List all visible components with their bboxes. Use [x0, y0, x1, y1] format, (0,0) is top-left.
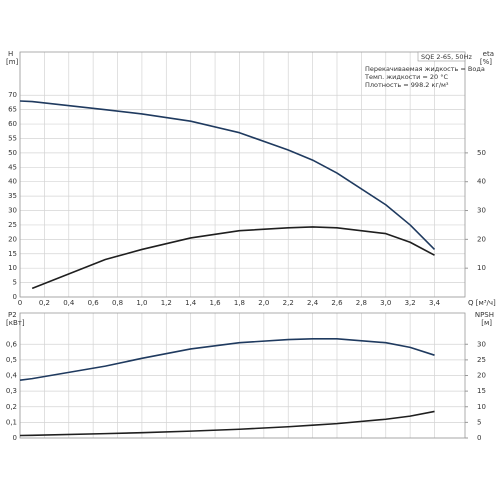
x-tick-label: 1,4	[185, 299, 197, 307]
y-tick-label: 70	[8, 91, 17, 99]
y-tick-label: 0,6	[6, 340, 18, 348]
annotation-box	[417, 51, 466, 62]
curve	[31, 226, 435, 290]
y2-tick-label: 0	[477, 434, 481, 442]
y-tick-label: 65	[8, 106, 17, 114]
y-tick-label: 30	[8, 207, 17, 215]
y-tick-label: 60	[8, 120, 17, 128]
y2-tick-label: 40	[477, 178, 486, 186]
y-axis-label: P2	[8, 311, 17, 319]
x-tick-label: 3,0	[380, 299, 391, 307]
x-tick-label: 2,8	[356, 299, 367, 307]
x-tick-label: 0,6	[88, 299, 100, 307]
y-tick-label: 50	[8, 149, 17, 157]
x-tick-label: 1,8	[234, 299, 245, 307]
y2-axis-unit: [%]	[480, 58, 492, 66]
y2-tick-label: 25	[477, 356, 486, 364]
y-tick-label: 5	[13, 279, 17, 287]
x-axis-label: Q [м³/ч]	[468, 299, 496, 307]
y2-axis-label: eta	[483, 50, 494, 58]
x-tick-label: 0,4	[63, 299, 75, 307]
y-tick-label: 25	[8, 221, 17, 229]
x-tick-label: 2,0	[258, 299, 269, 307]
x-tick-label: 1,2	[161, 299, 172, 307]
y2-tick-label: 30	[477, 340, 486, 348]
y2-tick-label: 50	[477, 149, 486, 157]
annotation: SQE 2-65, 50Hz	[421, 53, 472, 61]
y2-tick-label: 20	[477, 235, 486, 243]
y-tick-label: 0,2	[6, 403, 17, 411]
y-tick-label: 0	[13, 293, 17, 301]
y-tick-label: 40	[8, 178, 17, 186]
plot-frame	[19, 312, 466, 439]
y2-tick-label: 10	[477, 264, 486, 272]
y-tick-label: 45	[8, 163, 17, 171]
x-tick-label: 3,2	[405, 299, 416, 307]
x-tick-label: 2,2	[283, 299, 294, 307]
y-axis-unit: [кВт]	[6, 319, 25, 327]
x-tick-label: 0,2	[39, 299, 50, 307]
y2-tick-label: 10	[477, 403, 486, 411]
x-tick-label: 3,4	[429, 299, 441, 307]
x-tick-label: 2,4	[307, 299, 319, 307]
y2-tick-label: 30	[477, 207, 486, 215]
x-tick-label: 1,6	[209, 299, 221, 307]
y-tick-label: 35	[8, 192, 17, 200]
y-tick-label: 0	[13, 434, 17, 442]
y-tick-label: 0,3	[6, 387, 17, 395]
y2-tick-label: 5	[477, 418, 481, 426]
x-tick-label: 0,8	[112, 299, 123, 307]
y-tick-label: 0,4	[6, 372, 18, 380]
annotation: Темп. жидкости = 20 °C	[364, 73, 448, 81]
y-tick-label: 15	[8, 250, 17, 258]
annotation: Плотность = 998.2 кг/м³	[365, 81, 449, 89]
x-tick-label: 2,6	[331, 299, 343, 307]
curve	[19, 100, 436, 251]
y2-axis-unit: [м]	[481, 319, 492, 327]
y-tick-label: 20	[8, 235, 17, 243]
y-axis-unit: [m]	[6, 58, 19, 66]
curve	[19, 410, 435, 437]
x-tick-label: 0	[18, 299, 22, 307]
curve	[19, 337, 435, 381]
y2-tick-label: 15	[477, 387, 486, 395]
y-tick-label: 55	[8, 134, 17, 142]
y-tick-label: 0,1	[6, 418, 17, 426]
plot-frame	[19, 51, 466, 298]
y2-axis-label: NPSH	[475, 311, 494, 319]
x-tick-label: 1,0	[136, 299, 147, 307]
y-axis-label: H	[8, 50, 13, 58]
annotation: Перекачиваемая жидкость = Вода	[365, 65, 485, 73]
y-tick-label: 0,5	[6, 356, 17, 364]
y2-tick-label: 20	[477, 372, 486, 380]
y-tick-label: 10	[8, 264, 17, 272]
